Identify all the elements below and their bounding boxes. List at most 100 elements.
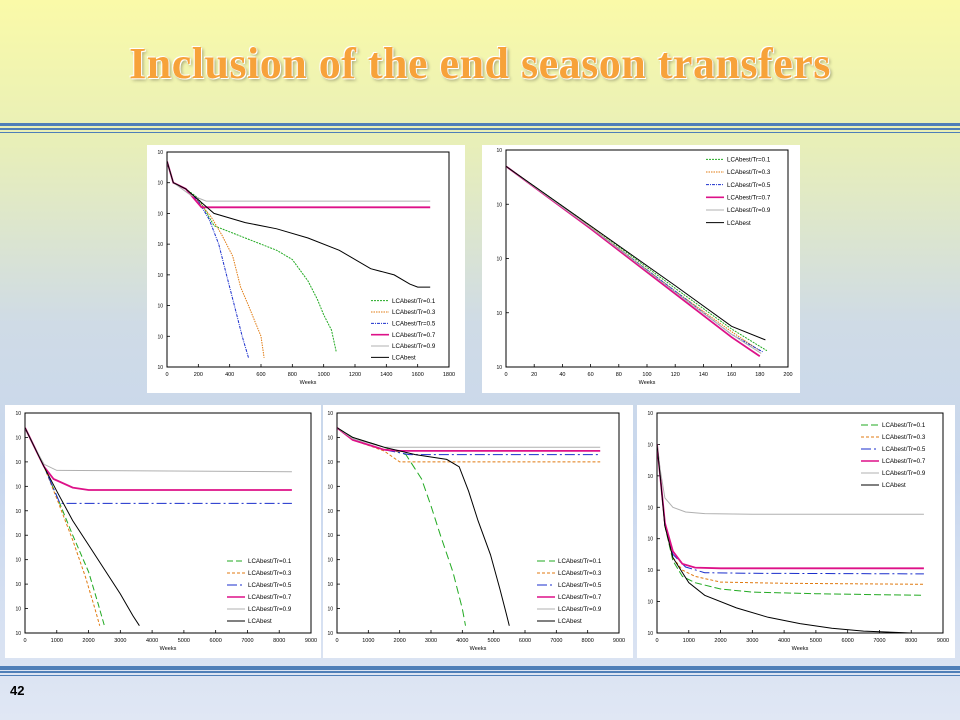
chart-panel-1: 0 200 400 600 800 1000 1200 1400 1600 1800 10 10 10 1… — [147, 145, 465, 393]
y-tick-label: 10 — [647, 442, 653, 448]
x-tick-label: 3000 — [425, 638, 437, 644]
legend-box — [225, 555, 307, 627]
y-tick-label: 10 — [157, 150, 163, 156]
x-tick-label: 60 — [588, 372, 594, 378]
plot-frame — [336, 412, 620, 634]
series-line — [25, 427, 101, 626]
chart-3: 0 1000 2000 3000 4000 5000 6000 7000 8000 9000 10 1… — [15, 411, 317, 652]
top-divider-line — [0, 132, 960, 133]
x-tick-label: 2000 — [82, 638, 94, 644]
legend-label: LCAbest/Tr=0.9 — [882, 470, 926, 477]
x-tick-label: 140 — [699, 372, 708, 378]
series-line — [657, 444, 924, 515]
x-tick-label: 8000 — [273, 638, 285, 644]
y-tick-label: 10 — [647, 568, 653, 574]
chart-panel-3: 0 1000 2000 3000 4000 5000 6000 7000 8000 9000 10 1… — [5, 405, 321, 658]
series-line — [167, 161, 431, 202]
series-line — [167, 161, 265, 358]
series-line — [167, 160, 431, 209]
x-axis-label: Weeks — [639, 380, 656, 386]
y-tick-label: 10 — [157, 181, 163, 187]
y-tick-label: 10 — [496, 202, 502, 208]
legend-label: LCAbest/Tr=0.5 — [248, 582, 292, 589]
series-line — [657, 444, 912, 633]
legend-label: LCAbest/Tr=0.3 — [248, 570, 292, 577]
x-tick-label: 2000 — [394, 638, 406, 644]
y-tick-label: 10 — [15, 411, 21, 417]
legend-label: LCAbest/Tr=0.7 — [882, 458, 926, 465]
legend-label: LCAbest/Tr=0.1 — [558, 558, 602, 565]
x-tick-label: 7000 — [241, 638, 253, 644]
y-tick-label: 10 — [15, 460, 21, 466]
x-tick-label: 1600 — [412, 372, 424, 378]
series-line — [657, 444, 924, 585]
y-tick-label: 10 — [327, 533, 333, 539]
series-line — [337, 427, 510, 626]
x-tick-label: 3000 — [746, 638, 758, 644]
x-tick-label: 0 — [335, 638, 338, 644]
legend-label: LCAbest — [248, 618, 272, 625]
y-tick-label: 10 — [15, 631, 21, 637]
x-tick-label: 20 — [531, 372, 537, 378]
legend-label: LCAbest — [392, 355, 416, 362]
x-tick-label: 7000 — [873, 638, 885, 644]
legend-label: LCAbest/Tr=0.7 — [727, 195, 771, 202]
x-tick-label: 600 — [256, 372, 265, 378]
bottom-divider-line — [0, 666, 960, 670]
series-line — [506, 165, 768, 352]
y-tick-label: 10 — [496, 257, 502, 263]
top-divider-line — [0, 123, 960, 126]
x-tick-label: 1000 — [683, 638, 695, 644]
x-tick-label: 180 — [755, 372, 764, 378]
bottom-divider-line — [0, 675, 960, 676]
legend-box — [859, 419, 941, 491]
series-line — [506, 165, 763, 353]
series-line — [167, 161, 337, 352]
y-tick-label: 10 — [647, 600, 653, 606]
y-tick-label: 10 — [157, 304, 163, 310]
legend-label: LCAbest — [558, 618, 582, 625]
x-tick-label: 8000 — [582, 638, 594, 644]
legend-label: LCAbest/Tr=0.5 — [558, 582, 602, 589]
y-tick-label: 10 — [15, 509, 21, 515]
x-tick-label: 1000 — [318, 372, 330, 378]
x-tick-label: 1000 — [51, 638, 63, 644]
x-tick-label: 400 — [225, 372, 234, 378]
x-tick-label: 160 — [727, 372, 736, 378]
y-tick-label: 10 — [647, 537, 653, 543]
slide-title: Inclusion of the end season transfers — [129, 39, 831, 88]
x-tick-label: 9000 — [937, 638, 949, 644]
x-tick-label: 0 — [504, 372, 507, 378]
x-tick-label: 5000 — [810, 638, 822, 644]
y-tick-label: 10 — [496, 365, 502, 371]
x-tick-label: 5000 — [178, 638, 190, 644]
x-tick-label: 6000 — [842, 638, 854, 644]
series-line — [25, 427, 292, 504]
y-tick-label: 10 — [327, 435, 333, 441]
legend-box — [704, 153, 782, 229]
x-tick-label: 200 — [194, 372, 203, 378]
series-line — [25, 427, 292, 473]
series-line — [167, 161, 431, 288]
x-tick-label: 0 — [23, 638, 26, 644]
legend-label: LCAbest/Tr=0.5 — [392, 321, 436, 328]
chart-panel-2: 0 20 40 60 80 100 120 140 160 180 200 10 10 10 10 10 Wee… — [482, 145, 800, 393]
chart-panel-4: 0 1000 2000 3000 4000 5000 6000 7000 8000 9000 10 1… — [323, 405, 633, 658]
x-tick-label: 4000 — [456, 638, 468, 644]
x-tick-label: 3000 — [114, 638, 126, 644]
x-axis-label: Weeks — [300, 380, 317, 386]
legend-label: LCAbest/Tr=0.5 — [727, 182, 771, 189]
chart-panel-5: 0 1000 2000 3000 4000 5000 6000 7000 8000 9000 10 1… — [637, 405, 955, 658]
legend-label: LCAbest/Tr=0.1 — [882, 422, 926, 429]
legend-label: LCAbest/Tr=0.1 — [392, 298, 436, 305]
x-axis-label: Weeks — [792, 646, 809, 652]
series-line — [506, 165, 761, 357]
x-tick-label: 120 — [671, 372, 680, 378]
series-line — [25, 427, 292, 491]
x-axis-label: Weeks — [470, 646, 487, 652]
y-tick-label: 10 — [496, 311, 502, 317]
x-tick-label: 800 — [288, 372, 297, 378]
x-tick-label: 1000 — [362, 638, 374, 644]
x-tick-label: 5000 — [488, 638, 500, 644]
plot-frame — [166, 151, 450, 368]
